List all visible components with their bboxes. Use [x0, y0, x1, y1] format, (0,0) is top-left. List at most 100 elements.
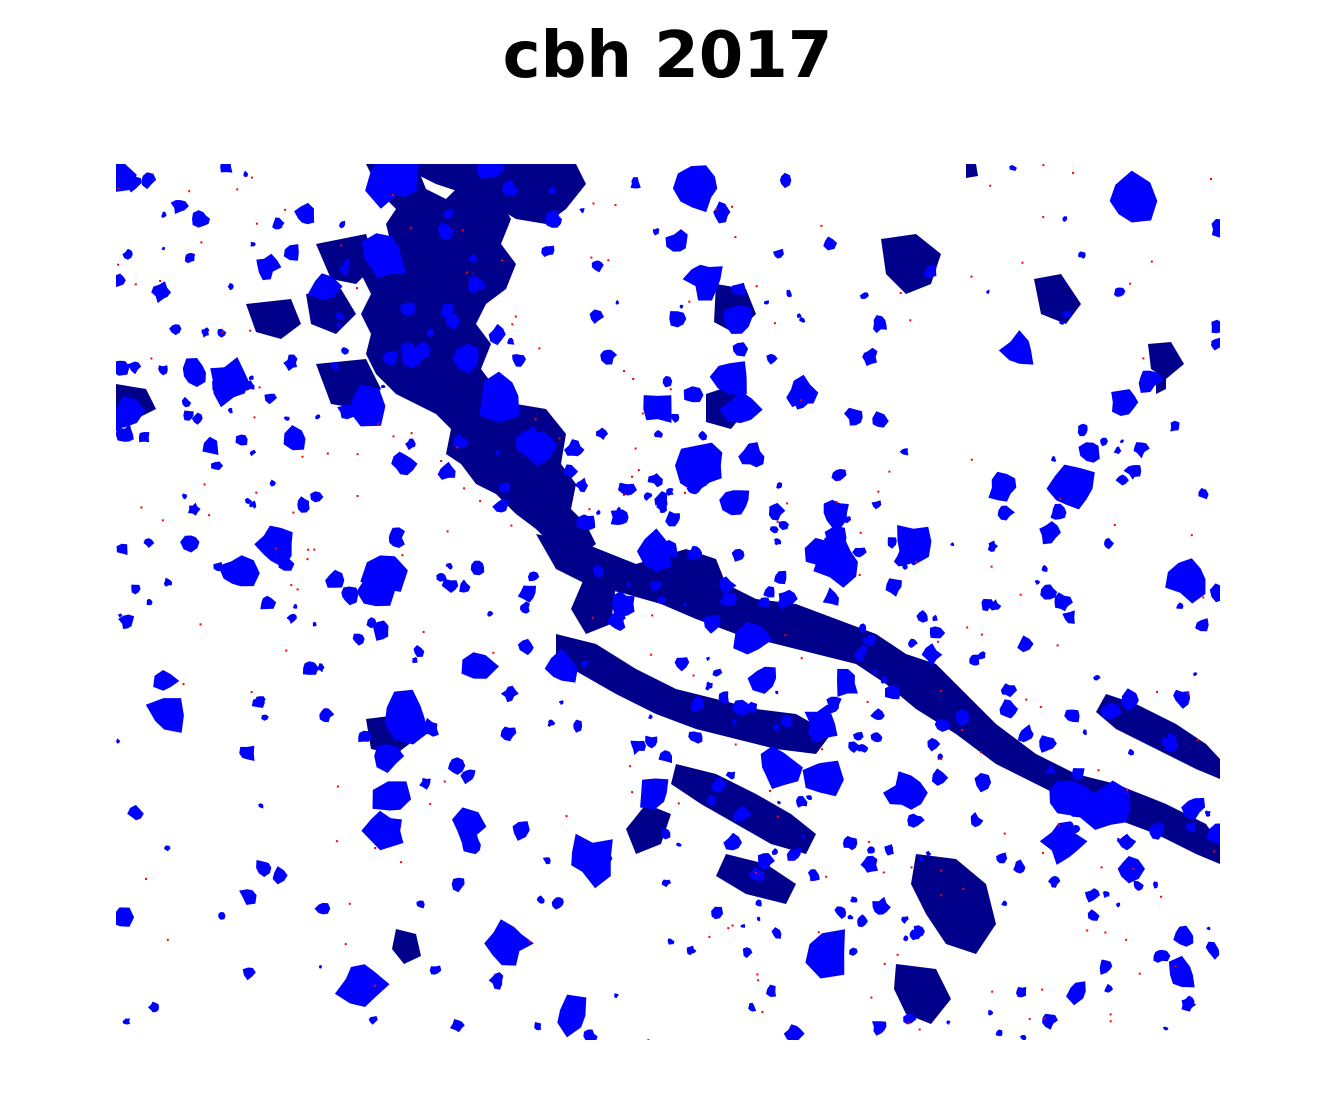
blue-region: [438, 222, 454, 240]
blue-region: [145, 698, 184, 733]
blue-region: [719, 592, 737, 606]
blue-region: [1046, 464, 1095, 510]
blue-region: [1117, 833, 1137, 851]
blue-region: [810, 730, 822, 743]
blue-region: [319, 708, 335, 723]
blue-region: [1078, 442, 1100, 463]
blue-region: [850, 896, 858, 903]
blue-region: [885, 684, 901, 700]
blue-region: [1121, 688, 1139, 711]
red-speck: [534, 418, 537, 421]
red-speck: [641, 412, 644, 415]
red-speck: [677, 802, 680, 805]
blue-region: [884, 844, 894, 856]
blue-region: [901, 916, 909, 924]
blue-region: [1039, 821, 1088, 865]
blue-region: [800, 834, 806, 839]
blue-region: [723, 832, 742, 851]
red-speck: [632, 378, 635, 380]
blue-region: [127, 176, 142, 193]
blue-region: [871, 500, 882, 510]
blue-region: [1017, 635, 1034, 653]
blue-region: [270, 547, 281, 559]
blue-region: [520, 601, 530, 614]
blue-region: [804, 704, 838, 742]
blue-region: [903, 1013, 917, 1025]
blue-region: [934, 719, 951, 732]
red-speck: [1097, 769, 1100, 772]
blue-region: [181, 396, 192, 408]
blue-region: [202, 436, 219, 455]
red-speck: [463, 487, 466, 490]
blue-region: [755, 899, 762, 907]
blue-region: [870, 732, 883, 743]
blue-region: [1165, 558, 1206, 604]
blue-region: [169, 324, 182, 336]
blue-region: [491, 395, 508, 413]
blue-region: [1211, 319, 1220, 334]
red-speck: [1056, 644, 1059, 647]
blue-region: [429, 965, 442, 975]
blue-region: [789, 391, 811, 410]
red-speck: [410, 432, 413, 435]
blue-region: [244, 380, 255, 391]
blue-region: [557, 994, 587, 1038]
blue-region: [731, 282, 746, 296]
red-speck: [558, 437, 561, 440]
red-speck: [275, 547, 278, 550]
red-speck: [236, 188, 239, 191]
blue-region: [1204, 810, 1211, 817]
blue-region: [507, 337, 515, 345]
blue-region: [763, 586, 775, 598]
blue-region: [297, 496, 310, 513]
blue-region: [528, 571, 540, 582]
blue-region: [1040, 584, 1058, 600]
blue-region: [686, 945, 697, 956]
blue-region: [302, 661, 319, 675]
blue-region: [547, 719, 556, 727]
blue-region: [899, 448, 909, 456]
red-speck: [786, 502, 789, 505]
blue-region: [188, 502, 201, 516]
red-speck: [140, 506, 143, 509]
blue-region: [1127, 748, 1135, 756]
blue-region: [698, 430, 708, 441]
red-speck: [188, 190, 191, 193]
blue-region: [872, 411, 889, 428]
red-speck: [776, 815, 779, 818]
blue-region: [950, 542, 955, 546]
blue-region: [780, 715, 792, 728]
red-speck: [1210, 178, 1212, 180]
red-speck: [1003, 832, 1006, 835]
blue-region: [212, 377, 233, 397]
red-speck: [1042, 164, 1045, 167]
blue-region: [777, 800, 781, 805]
blue-region: [147, 1001, 159, 1013]
red-speck: [1086, 929, 1089, 932]
red-speck: [465, 271, 468, 274]
red-speck: [1150, 260, 1153, 263]
red-speck: [1202, 596, 1205, 599]
blue-region: [448, 757, 466, 775]
blue-region: [683, 386, 704, 403]
red-speck: [1174, 965, 1177, 968]
blue-region: [1111, 389, 1139, 416]
blue-region: [442, 209, 454, 219]
red-speck: [910, 866, 913, 869]
red-speck: [356, 495, 359, 497]
red-speck: [940, 869, 943, 872]
blue-region: [796, 795, 808, 808]
red-speck: [859, 531, 862, 534]
dark-region: [911, 854, 996, 954]
blue-region: [849, 947, 858, 956]
red-speck: [825, 875, 828, 878]
red-speck: [937, 640, 940, 643]
blue-region: [643, 395, 672, 423]
blue-region: [649, 581, 662, 591]
blue-region: [596, 848, 607, 858]
blue-region: [774, 538, 782, 546]
red-speck: [756, 973, 759, 976]
dark-region: [392, 929, 421, 964]
blue-region: [1042, 1013, 1058, 1030]
red-speck: [761, 1011, 764, 1013]
